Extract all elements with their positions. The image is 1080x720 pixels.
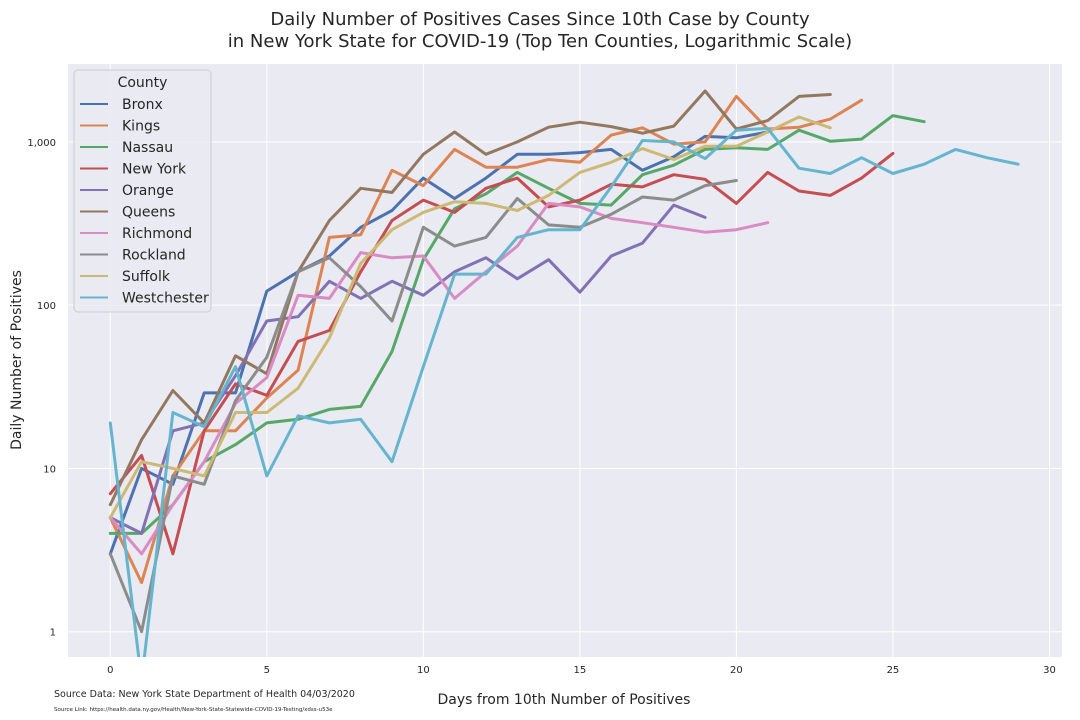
legend: County Bronx Kings Nassau New York Orange Quee… — [73, 69, 212, 313]
series-line-nassau — [108, 114, 926, 535]
legend-label-westchester: Westchester — [122, 291, 209, 307]
legend-label-suffolk: Suffolk — [122, 269, 171, 285]
legend-label-queens: Queens — [122, 205, 175, 221]
x-tick-label: 25 — [887, 665, 900, 676]
x-axis-label: Days from 10th Number of Positives — [437, 692, 691, 708]
legend-label-richmond: Richmond — [122, 226, 192, 242]
series-lines — [108, 89, 1020, 657]
chart-title: Daily Number of Positives Cases Since 10… — [270, 9, 810, 30]
y-tick-label: 100 — [37, 301, 56, 312]
x-tick-label: 15 — [574, 665, 587, 676]
series-line-bronx — [108, 130, 770, 556]
source-link-note: Source Link: https://health.data.ny.gov/… — [54, 707, 333, 713]
legend-box — [73, 69, 212, 313]
series-line-westchester — [108, 126, 1020, 657]
x-tick-label: 0 — [107, 665, 113, 676]
y-tick-label: 1,000 — [27, 138, 56, 149]
legend-label-orange: Orange — [122, 183, 174, 199]
legend-title: County — [118, 75, 168, 91]
y-axis-label: Daily Number of Positives — [9, 270, 25, 450]
legend-label-new-york: New York — [122, 162, 187, 178]
grid — [68, 64, 1062, 657]
series-line-suffolk — [108, 115, 832, 520]
source-data-note: Source Data: New York State Department o… — [54, 689, 355, 700]
x-tick-label: 20 — [730, 665, 743, 676]
x-tick-label: 30 — [1043, 665, 1056, 676]
chart-subtitle: in New York State for COVID-19 (Top Ten … — [227, 31, 853, 52]
legend-label-nassau: Nassau — [122, 140, 173, 156]
legend-label-rockland: Rockland — [122, 248, 186, 264]
y-tick-label: 10 — [43, 464, 56, 475]
series-line-richmond — [108, 201, 770, 556]
y-tick-label: 1 — [50, 628, 56, 639]
legend-label-kings: Kings — [122, 119, 160, 135]
legend-label-bronx: Bronx — [122, 97, 163, 113]
x-tick-label: 10 — [417, 665, 430, 676]
series-line-kings — [108, 94, 864, 585]
x-tick-label: 5 — [264, 665, 270, 676]
series-line-queens — [108, 89, 832, 507]
